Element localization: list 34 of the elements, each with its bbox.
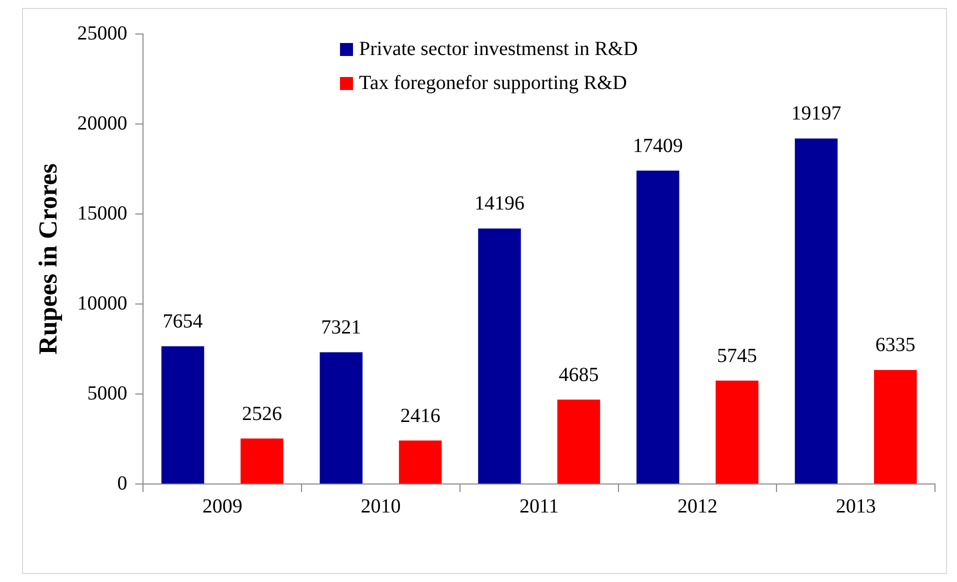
data-label: 17409 [632, 134, 683, 157]
data-label: 7654 [162, 310, 203, 332]
bar [636, 170, 680, 484]
data-label: 6335 [875, 334, 916, 356]
y-tick-label: 15000 [77, 202, 128, 224]
bar [320, 352, 363, 484]
y-tick-label: 20000 [77, 112, 128, 134]
bar [161, 346, 204, 484]
bar [794, 138, 838, 484]
x-tick-label: 2013 [836, 495, 876, 518]
data-label: 2526 [242, 402, 282, 425]
y-tick-label: 0 [117, 472, 128, 494]
bar [478, 228, 521, 484]
bar [557, 400, 600, 484]
data-label: 4685 [558, 364, 599, 386]
bar [874, 370, 917, 484]
data-label: 5745 [717, 344, 758, 367]
bar [240, 438, 284, 484]
data-label: 14196 [474, 192, 525, 215]
data-label: 19197 [791, 102, 842, 125]
x-tick-label: 2010 [360, 495, 401, 518]
x-tick-label: 2011 [519, 495, 559, 518]
y-axis-title: Rupees in Crores [33, 163, 62, 355]
y-tick-label: 25000 [77, 22, 128, 44]
bar [716, 380, 758, 484]
data-label: 7321 [321, 316, 362, 338]
legend-label: Private sector investmenst in R&D [359, 38, 638, 60]
x-tick-label: 2012 [677, 495, 718, 518]
x-tick-label: 2009 [202, 495, 242, 518]
bar [398, 440, 442, 484]
y-tick-label: 5000 [87, 382, 128, 404]
y-tick-label: 10000 [77, 292, 128, 314]
data-label: 2416 [400, 404, 440, 427]
legend-label: Tax foregonefor supporting R&D [359, 72, 627, 94]
